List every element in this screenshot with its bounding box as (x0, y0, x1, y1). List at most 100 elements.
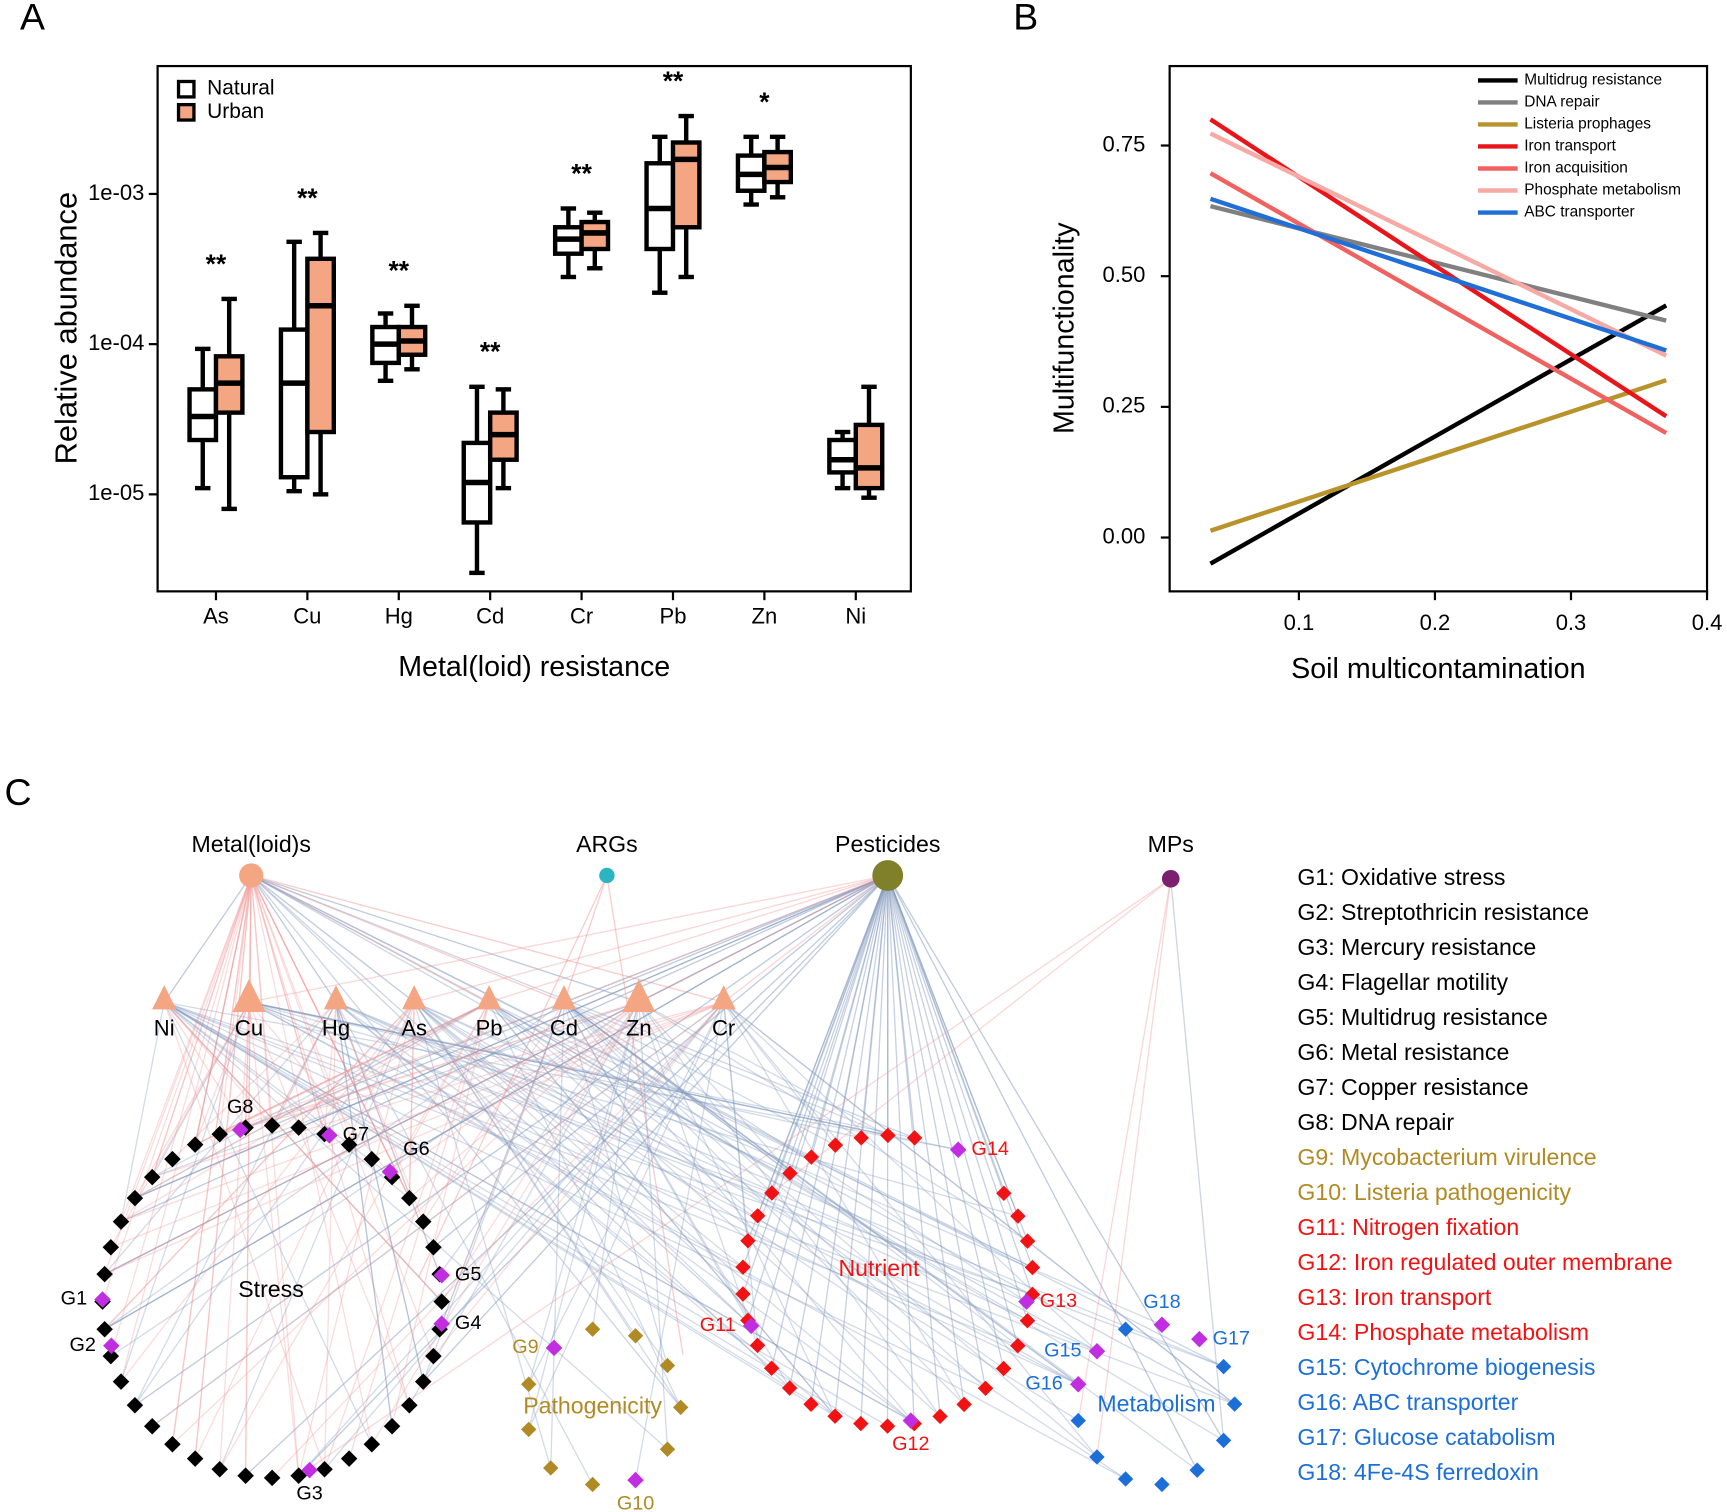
legend-label: Phosphate metabolism (1524, 182, 1681, 199)
edge (335, 1001, 424, 1382)
edge (163, 1001, 1019, 1347)
edge (134, 874, 888, 1199)
edge (244, 875, 252, 1476)
edge (250, 875, 326, 1135)
edge (163, 1001, 836, 1417)
edge (391, 1001, 490, 1178)
edge (439, 1001, 640, 1275)
edge (250, 875, 373, 1445)
edge (104, 1001, 565, 1330)
edge (134, 1001, 250, 1199)
gene-node (1019, 1312, 1036, 1329)
metal-label: Cd (550, 1015, 578, 1040)
gene-node (827, 1137, 844, 1153)
y-tick-label: 0.00 (1103, 523, 1146, 548)
edge (134, 1001, 415, 1406)
edge (810, 875, 889, 1158)
edge (194, 875, 252, 1145)
edge (638, 1001, 889, 1136)
edge (250, 874, 565, 1003)
edge (245, 875, 889, 1477)
gene-label: G14 (971, 1138, 1008, 1160)
metal-node (711, 985, 736, 1010)
edge (348, 1001, 490, 1459)
gene-node (1069, 1375, 1087, 1393)
gene-node (414, 1373, 432, 1390)
legend-entry: G10: Listeria pathogenicity (1297, 1179, 1571, 1205)
edge (250, 875, 410, 1199)
edge (163, 1001, 410, 1199)
y-tick-label: 1e-04 (88, 330, 144, 355)
edge (171, 875, 252, 1445)
gene-node (803, 1149, 820, 1165)
gene-node (906, 1130, 923, 1146)
edge (248, 1001, 1079, 1385)
edge (413, 1001, 1126, 1480)
legend-entry: G13: Iron transport (1297, 1284, 1492, 1310)
edge (163, 1001, 862, 1425)
edge (152, 1001, 724, 1178)
edge (408, 1001, 640, 1199)
legend-label: Urban (207, 100, 264, 123)
edge (151, 1001, 725, 1427)
edge (250, 875, 435, 1357)
gene-node (764, 1185, 780, 1201)
edge (770, 875, 889, 1369)
edge (250, 875, 326, 1135)
edge (250, 875, 791, 1389)
edge (110, 1001, 724, 1248)
gene-node (1019, 1233, 1036, 1249)
gene-node (164, 1150, 181, 1168)
gene-node (96, 1265, 113, 1283)
legend-entry: G3: Mercury resistance (1297, 934, 1536, 960)
x-tick-label: As (203, 604, 229, 629)
edge (251, 874, 724, 1003)
edge (104, 875, 252, 1275)
trend-line (1209, 131, 1668, 358)
gene-label: G1 (61, 1288, 87, 1310)
edge (151, 1001, 490, 1178)
edge (104, 874, 889, 1275)
edge (488, 874, 888, 1003)
gene-node (186, 1450, 204, 1467)
edge (120, 1001, 415, 1383)
module-label: Stress (238, 1276, 304, 1302)
edge (563, 1001, 1098, 1458)
gene-node (231, 1121, 249, 1139)
x-tick-label: Pb (660, 604, 687, 629)
legend-entry: G16: ABC transporter (1297, 1389, 1518, 1415)
edge (171, 1001, 337, 1160)
edge (163, 1001, 888, 1427)
edge (335, 1001, 594, 1485)
edge (747, 875, 889, 1321)
panel-label: B (1013, 0, 1038, 38)
edge (120, 1001, 490, 1223)
edge (104, 1001, 724, 1275)
gene-node (879, 1418, 896, 1434)
gene-label: G8 (227, 1096, 253, 1118)
edge (163, 1001, 912, 1422)
significance-label: ** (571, 158, 592, 188)
gene-node (627, 1471, 644, 1489)
gene-node (763, 1360, 780, 1376)
gene-node (803, 1396, 819, 1412)
edge (248, 1001, 744, 1268)
edge (606, 875, 684, 1355)
gene-node (433, 1266, 450, 1284)
edge (723, 874, 889, 1003)
edge (250, 874, 415, 1003)
edge (528, 1001, 640, 1430)
edge (488, 1001, 836, 1417)
edge (248, 1001, 410, 1406)
edge (563, 1001, 915, 1425)
gene-node (1088, 1342, 1106, 1360)
edge (391, 1001, 640, 1178)
edge (723, 1001, 1098, 1458)
edge (335, 1001, 1224, 1368)
gene-node (186, 1136, 204, 1153)
metal-label: Hg (322, 1015, 350, 1040)
gene-node (237, 1467, 254, 1484)
edge (887, 875, 941, 1417)
edge (723, 1001, 1236, 1405)
gene-node (414, 1213, 432, 1230)
